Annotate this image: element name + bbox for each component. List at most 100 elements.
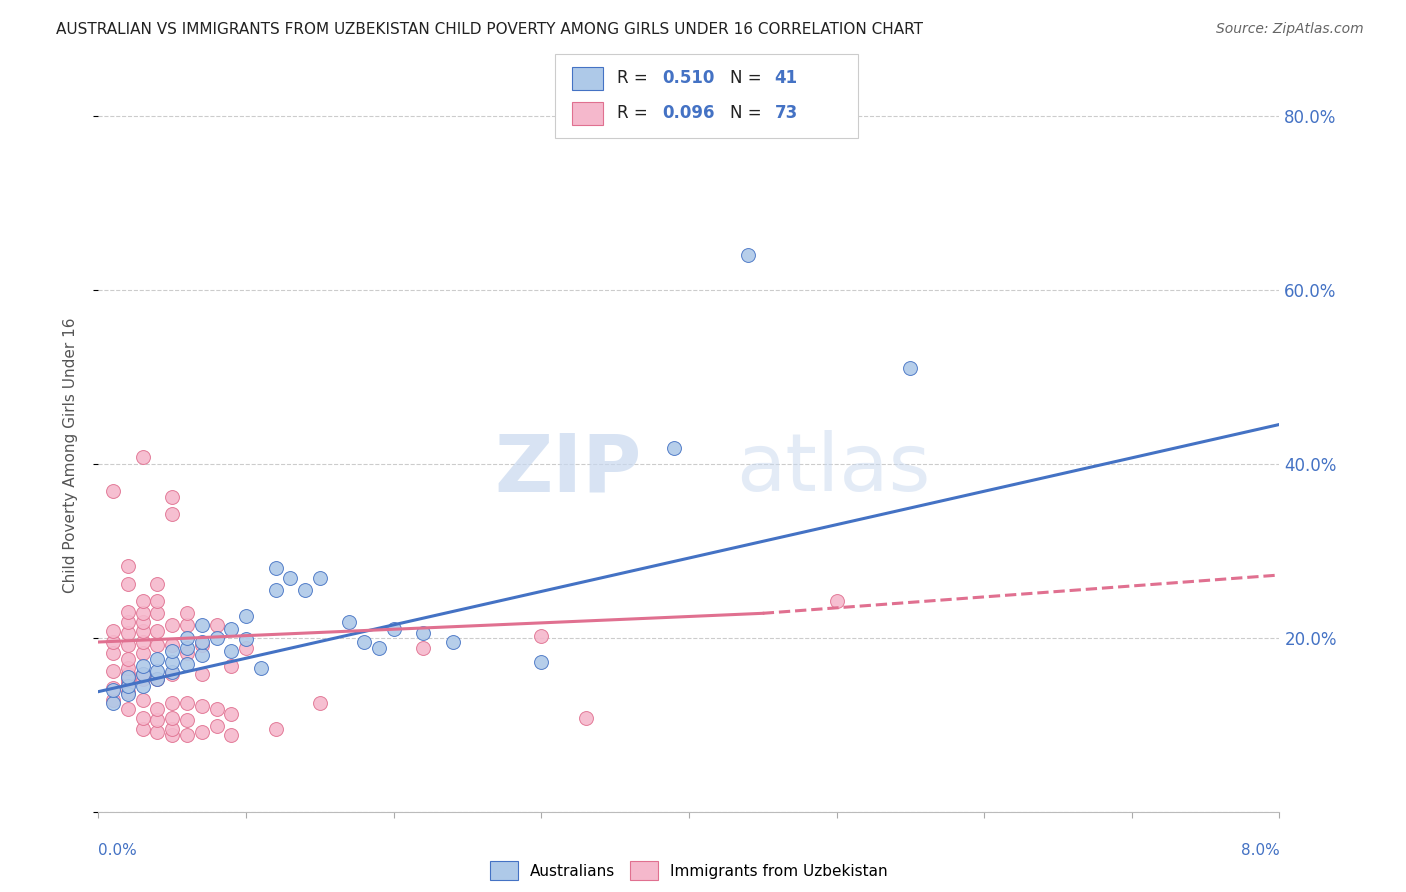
Point	[146, 576, 169, 591]
Text: 0.510: 0.510	[662, 70, 714, 87]
Point	[117, 638, 139, 652]
Text: ZIP: ZIP	[495, 430, 641, 508]
Point	[132, 667, 155, 681]
Point	[117, 576, 139, 591]
Point	[162, 728, 183, 742]
Point	[278, 572, 302, 586]
Point	[117, 605, 139, 619]
Point	[235, 632, 257, 647]
Point	[146, 673, 169, 687]
Point	[146, 594, 169, 608]
Point	[219, 622, 242, 636]
Point	[337, 615, 360, 629]
Point	[264, 722, 287, 736]
Point	[205, 617, 228, 632]
Point	[117, 672, 139, 686]
Point	[162, 638, 183, 652]
Point	[162, 644, 183, 658]
Point	[117, 702, 139, 716]
Point	[191, 724, 214, 739]
Text: 41: 41	[775, 70, 797, 87]
Point	[162, 655, 183, 669]
Point	[382, 622, 405, 636]
Point	[825, 594, 848, 608]
Point	[412, 641, 434, 656]
Point	[146, 714, 169, 728]
Point	[132, 635, 155, 649]
Point	[117, 676, 139, 690]
Point	[162, 711, 183, 725]
Point	[191, 698, 214, 713]
Point	[117, 670, 139, 684]
Point	[117, 684, 139, 698]
Point	[146, 724, 169, 739]
Point	[664, 441, 686, 455]
Point	[308, 572, 332, 586]
Point	[146, 607, 169, 621]
Point	[103, 696, 125, 710]
Point	[162, 617, 183, 632]
Point	[205, 631, 228, 645]
Point	[235, 608, 257, 623]
Point	[117, 661, 139, 675]
Text: 0.0%: 0.0%	[98, 843, 138, 858]
Point	[530, 655, 553, 669]
Point	[117, 679, 139, 693]
Point	[308, 696, 332, 710]
Point	[235, 641, 257, 656]
Point	[132, 615, 155, 629]
Point	[176, 641, 198, 656]
Point	[146, 673, 169, 687]
Point	[132, 722, 155, 736]
Point	[162, 507, 183, 521]
Point	[103, 484, 125, 499]
Point	[264, 582, 287, 597]
Text: R =: R =	[617, 104, 654, 122]
Y-axis label: Child Poverty Among Girls Under 16: Child Poverty Among Girls Under 16	[63, 318, 77, 592]
Point	[250, 661, 273, 675]
Text: 0.096: 0.096	[662, 104, 714, 122]
Text: 73: 73	[775, 104, 799, 122]
Text: Source: ZipAtlas.com: Source: ZipAtlas.com	[1216, 22, 1364, 37]
Point	[132, 450, 155, 464]
Point	[219, 658, 242, 673]
Point	[103, 681, 125, 695]
Point	[103, 646, 125, 660]
Point	[737, 248, 759, 262]
Point	[103, 635, 125, 649]
Point	[205, 719, 228, 733]
Point	[117, 687, 139, 701]
Point	[219, 644, 242, 658]
Point	[146, 702, 169, 716]
Point	[191, 638, 214, 652]
Point	[162, 667, 183, 681]
Point	[132, 646, 155, 660]
Point	[162, 665, 183, 680]
Point	[191, 617, 214, 632]
Point	[176, 657, 198, 671]
Point	[132, 693, 155, 707]
Point	[103, 682, 125, 697]
Point	[146, 624, 169, 638]
Point	[132, 594, 155, 608]
Point	[162, 696, 183, 710]
Point	[900, 360, 922, 375]
Text: N =: N =	[730, 104, 766, 122]
Point	[205, 702, 228, 716]
Point	[191, 667, 214, 681]
Point	[176, 646, 198, 660]
Point	[353, 635, 375, 649]
Point	[219, 707, 242, 722]
Point	[162, 722, 183, 736]
Point	[412, 626, 434, 640]
Point	[146, 638, 169, 652]
Point	[574, 711, 596, 725]
Point	[117, 626, 139, 640]
Point	[132, 607, 155, 621]
Point	[117, 559, 139, 574]
Point	[117, 652, 139, 666]
Point	[191, 635, 214, 649]
Point	[117, 615, 139, 629]
Point	[132, 679, 155, 693]
Point	[176, 617, 198, 632]
